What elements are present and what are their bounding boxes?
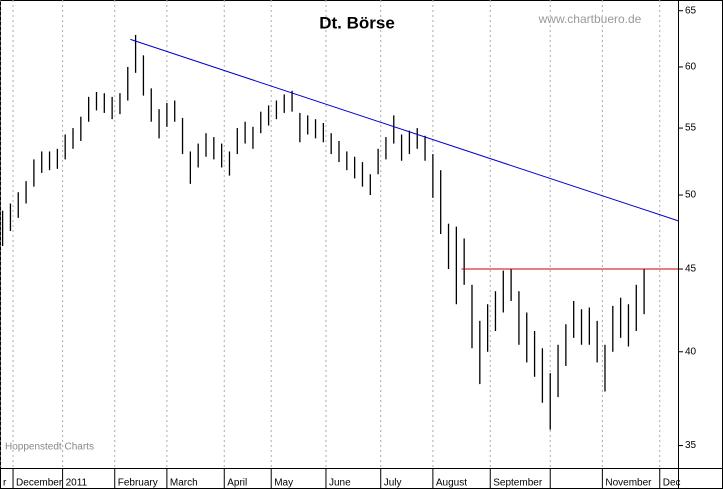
- x-tick-label: May: [274, 478, 293, 489]
- x-tick-label: June: [329, 478, 351, 489]
- y-tick-label: 65: [685, 5, 697, 16]
- x-tick-label: September: [493, 478, 543, 489]
- trend-line: [130, 38, 679, 222]
- y-tick-label: 55: [685, 123, 697, 134]
- x-tick-label: April: [227, 478, 247, 489]
- x-tick-label: November: [605, 478, 652, 489]
- credit: Hoppenstedt Charts: [5, 442, 94, 453]
- y-tick-label: 60: [685, 62, 697, 73]
- x-tick-label: December: [16, 478, 63, 489]
- x-tick-label: 2011: [66, 478, 88, 489]
- x-tick-label: July: [384, 478, 402, 489]
- x-tick-label: r: [3, 478, 7, 489]
- x-tick-label: March: [170, 478, 198, 489]
- x-tick-label: August: [436, 478, 467, 489]
- chart-title: Dt. Börse: [319, 13, 395, 32]
- x-tick-label: Dec: [663, 478, 681, 489]
- source: www.chartbuero.de: [538, 12, 642, 26]
- y-tick-label: 40: [685, 346, 697, 357]
- y-tick-label: 35: [685, 440, 697, 451]
- y-tick-label: 45: [685, 264, 697, 275]
- x-tick-label: February: [118, 478, 158, 489]
- y-tick-label: 50: [685, 190, 697, 201]
